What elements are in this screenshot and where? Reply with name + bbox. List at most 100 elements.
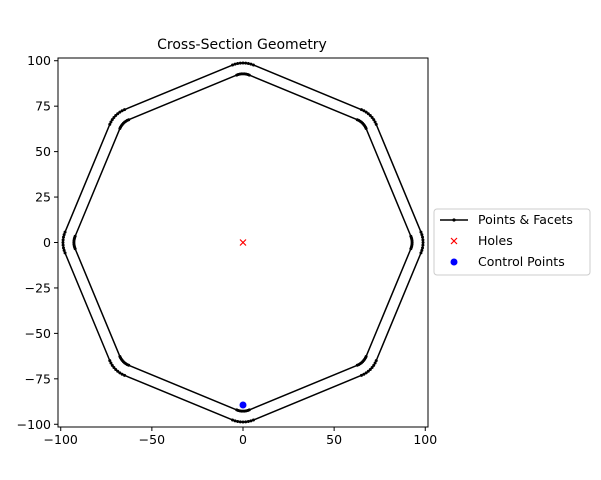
facet-point-outer [123, 108, 127, 112]
facet-point-outer [63, 251, 67, 255]
facet-point-outer [249, 419, 253, 423]
y-tick-label: −100 [17, 417, 51, 432]
hole-marker [239, 239, 247, 246]
facet-point-outer [359, 108, 363, 112]
facet-point-outer [246, 61, 250, 65]
facet-point-outer [118, 110, 122, 114]
facet-point-outer [368, 114, 372, 118]
facet-point-inner [127, 363, 131, 367]
axis-ticks: −100 −50 0 50 100 −100 −75 −50 −25 0 25 50 75 100 [17, 53, 438, 447]
facet-point-outer [233, 419, 237, 423]
facet-point-outer [421, 241, 425, 244]
x-tick-label: 100 [413, 432, 437, 447]
facet-point-outer [231, 63, 235, 67]
facet-point-outer [421, 235, 425, 239]
facet-point-outer [109, 361, 113, 365]
y-tick-label: 100 [27, 53, 51, 68]
facet-point-outer [236, 420, 240, 424]
y-tick-label: 75 [35, 99, 51, 114]
legend-box [433, 208, 591, 276]
facet-point-outer [120, 109, 124, 113]
facet-point-outer [419, 230, 423, 234]
legend-control-marker [450, 258, 458, 266]
facet-point-outer [362, 109, 366, 113]
x-tick-label: 0 [239, 432, 247, 447]
facet-point-outer [364, 110, 368, 114]
x-tick-label: −100 [44, 432, 78, 447]
facet-point-outer [61, 246, 65, 250]
facet-point-outer [238, 61, 242, 65]
y-tick-label: −25 [25, 280, 51, 295]
y-tick-label: −50 [25, 326, 51, 341]
facet-point-outer [116, 369, 120, 373]
facet-point-outer [62, 248, 66, 252]
facet-point-inner [355, 118, 359, 122]
facet-point-outer [109, 120, 113, 124]
y-tick-label: 25 [35, 190, 51, 205]
facet-point-outer [108, 122, 112, 126]
facet-point-outer [373, 361, 377, 365]
legend-label-control-points: Control Points [478, 254, 565, 269]
facet-point-outer [249, 62, 253, 66]
facet-point-outer [112, 116, 116, 120]
legend-label-holes: Holes [478, 233, 513, 248]
facet-point-outer [246, 420, 250, 424]
facet-point-outer [421, 246, 425, 250]
facet-point-outer [241, 420, 245, 424]
facet-point-outer [241, 61, 245, 65]
facet-point-outer [251, 63, 255, 67]
facet-point-outer [364, 371, 368, 375]
facet-point-outer [114, 114, 118, 118]
y-tick-label: 50 [35, 144, 51, 159]
facet-point-outer [114, 367, 118, 371]
facet-point-outer [238, 420, 242, 424]
facet-point-outer [251, 418, 255, 422]
legend-holes-marker [450, 237, 458, 245]
facet-point-outer [359, 373, 363, 377]
legend-label-facets: Points & Facets [478, 212, 573, 227]
facet-point-outer [366, 369, 370, 373]
facet-point-inner [235, 73, 239, 77]
facet-point-outer [419, 251, 423, 255]
control-point-marker [239, 401, 247, 409]
facet-point-outer [374, 359, 378, 363]
facet-point-outer [370, 365, 374, 369]
facet-point-outer [421, 243, 425, 247]
y-tick-label: −75 [25, 371, 51, 386]
x-tick-label: −50 [139, 432, 165, 447]
facet-point-outer [370, 116, 374, 120]
facet-point-outer [110, 118, 114, 122]
facet-point-inner [118, 127, 122, 131]
plot-area [61, 61, 425, 424]
facet-point-outer [120, 372, 124, 376]
legend-facets-marker [452, 218, 456, 222]
chart-title: Cross-Section Geometry [157, 37, 327, 53]
facet-point-outer [368, 367, 372, 371]
facet-point-outer [372, 363, 376, 367]
facet-point-outer [374, 122, 378, 126]
facet-point-outer [110, 363, 114, 367]
facet-point-outer [244, 420, 248, 424]
facet-point-outer [116, 112, 120, 116]
facet-point-inner [409, 234, 413, 238]
facet-point-outer [108, 359, 112, 363]
facet-point-outer [62, 233, 66, 237]
facet-point-outer [366, 112, 370, 116]
facet-point-inner [364, 354, 368, 358]
facet-point-outer [373, 120, 377, 124]
facet-point-outer [118, 371, 122, 375]
facet-point-outer [61, 243, 65, 247]
facet-point-outer [236, 61, 240, 65]
facet-point-outer [112, 365, 116, 369]
y-tick-label: 0 [43, 235, 51, 250]
facet-point-outer [61, 238, 65, 242]
facet-point-outer [362, 372, 366, 376]
facet-point-outer [372, 118, 376, 122]
facet-point-inner [73, 247, 77, 251]
x-tick-label: 50 [326, 432, 342, 447]
facet-point-outer [420, 248, 424, 252]
facet-point-outer [123, 373, 127, 377]
facet-point-outer [61, 235, 65, 239]
facet-point-outer [61, 241, 65, 244]
